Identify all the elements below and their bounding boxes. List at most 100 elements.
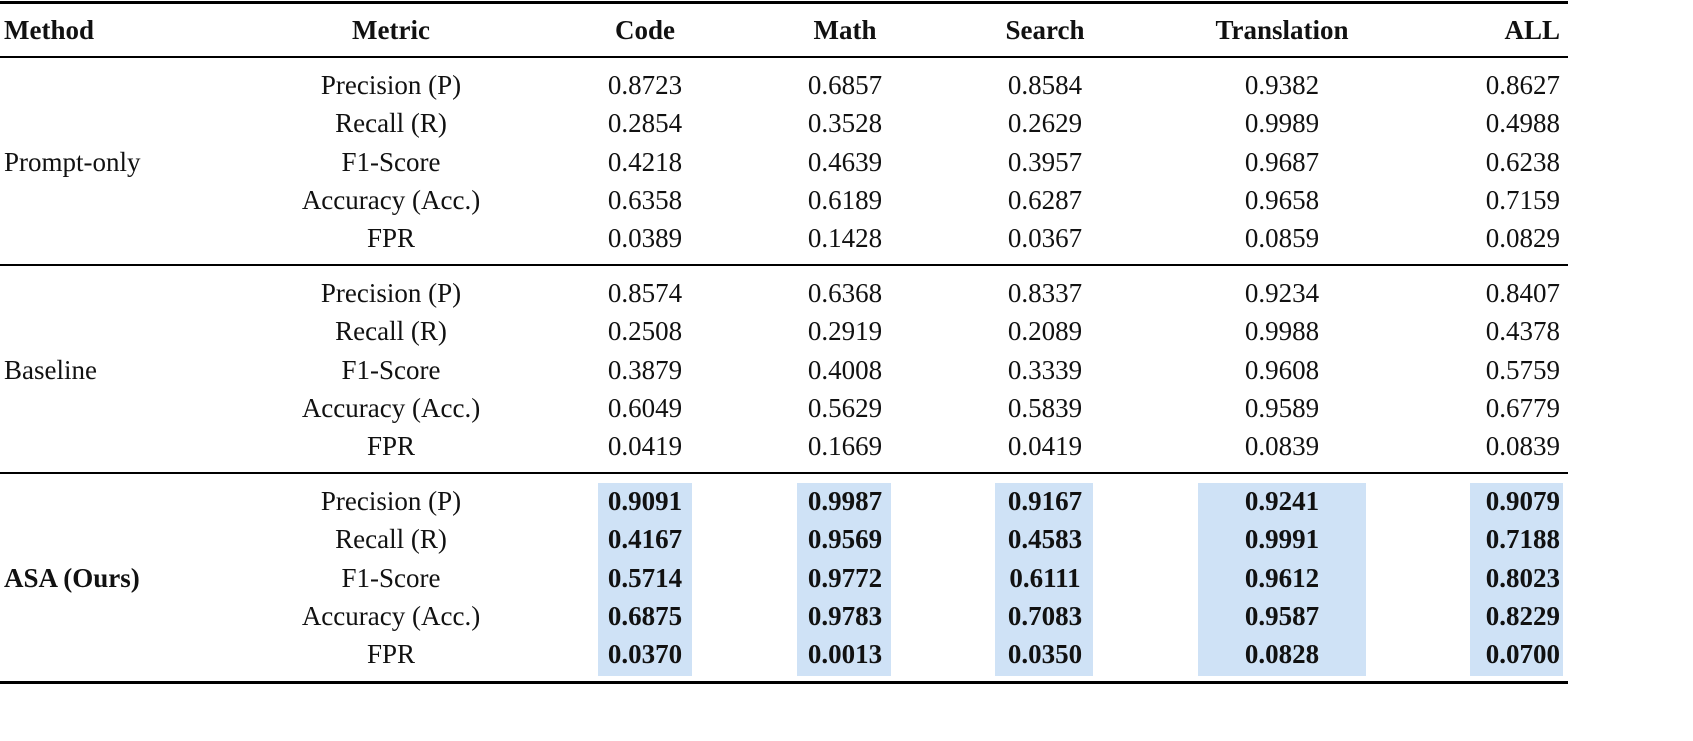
value-all: 0.8023 <box>1485 562 1560 593</box>
value-all: 0.7159 <box>1485 184 1560 215</box>
value-math: 0.9569 <box>807 524 883 555</box>
value-all: 0.6779 <box>1485 392 1560 423</box>
top-rule <box>0 1 1568 4</box>
value-translation: 0.9612 <box>1244 562 1320 593</box>
method-label: ASA (Ours) <box>4 562 140 593</box>
metric-label: Recall (R) <box>335 108 447 139</box>
header-metric: Metric <box>352 15 430 45</box>
metric-label: FPR <box>366 223 416 254</box>
metric-label: Accuracy (Acc.) <box>301 600 481 631</box>
header-code: Code <box>615 15 675 45</box>
value-search: 0.0419 <box>1007 431 1083 462</box>
value-search: 0.6111 <box>1009 562 1081 593</box>
value-translation: 0.0859 <box>1244 223 1320 254</box>
value-search: 0.5839 <box>1007 392 1083 423</box>
value-all: 0.8407 <box>1485 278 1560 308</box>
value-math: 0.1669 <box>807 431 883 462</box>
value-all: 0.0700 <box>1485 639 1560 670</box>
value-all: 0.8229 <box>1485 600 1560 631</box>
header-search: Search <box>1005 15 1085 45</box>
bottom-rule <box>0 681 1568 684</box>
value-code: 0.8574 <box>607 278 683 308</box>
value-code: 0.2508 <box>607 316 683 347</box>
value-code: 0.3879 <box>607 354 683 385</box>
value-math: 0.0013 <box>807 639 883 670</box>
header-math: Math <box>813 15 877 45</box>
value-code: 0.8723 <box>607 70 683 100</box>
value-code: 0.2854 <box>607 108 683 139</box>
value-translation: 0.0839 <box>1244 431 1320 462</box>
value-code: 0.0419 <box>607 431 683 462</box>
value-code: 0.6358 <box>607 184 683 215</box>
value-math: 0.4008 <box>807 354 883 385</box>
value-translation: 0.9589 <box>1244 392 1320 423</box>
value-search: 0.8337 <box>1007 278 1083 308</box>
mid-rule <box>0 472 1568 474</box>
value-code: 0.4218 <box>607 146 683 177</box>
value-translation: 0.9658 <box>1244 184 1320 215</box>
metric-label: F1-Score <box>341 562 441 593</box>
value-search: 0.7083 <box>1007 600 1083 631</box>
value-search: 0.8584 <box>1007 70 1083 100</box>
value-code: 0.5714 <box>607 562 683 593</box>
value-code: 0.6875 <box>607 600 683 631</box>
value-math: 0.1428 <box>807 223 883 254</box>
metric-label: Accuracy (Acc.) <box>301 184 481 215</box>
value-translation: 0.9608 <box>1244 354 1320 385</box>
metric-label: Precision (P) <box>320 486 462 516</box>
metric-label: F1-Score <box>341 146 441 177</box>
highlight-translation <box>1198 483 1366 676</box>
metric-label: Recall (R) <box>335 524 447 555</box>
metric-label: FPR <box>366 639 416 670</box>
header-translation: Translation <box>1215 15 1349 45</box>
header-all: ALL <box>1504 15 1560 45</box>
value-search: 0.0350 <box>1007 639 1083 670</box>
highlight-all <box>1470 483 1563 676</box>
value-translation: 0.9234 <box>1244 278 1320 308</box>
highlight-search <box>995 483 1093 676</box>
value-math: 0.2919 <box>807 316 883 347</box>
value-translation: 0.9382 <box>1244 70 1320 100</box>
highlight-math <box>797 483 891 676</box>
value-all: 0.4988 <box>1485 108 1560 139</box>
metric-label: Accuracy (Acc.) <box>301 392 481 423</box>
value-math: 0.6368 <box>807 278 883 308</box>
metric-label: Precision (P) <box>320 70 462 100</box>
value-search: 0.3339 <box>1007 354 1083 385</box>
value-math: 0.6857 <box>807 70 883 100</box>
value-all: 0.7188 <box>1485 524 1560 555</box>
mid-rule <box>0 56 1568 58</box>
value-code: 0.6049 <box>607 392 683 423</box>
value-math: 0.9987 <box>807 486 883 516</box>
value-all: 0.0829 <box>1485 223 1560 254</box>
value-search: 0.2629 <box>1007 108 1083 139</box>
value-translation: 0.9989 <box>1244 108 1320 139</box>
method-label: Prompt-only <box>4 146 141 177</box>
value-translation: 0.9587 <box>1244 600 1320 631</box>
metric-label: Precision (P) <box>320 278 462 308</box>
value-code: 0.9091 <box>607 486 683 516</box>
value-search: 0.4583 <box>1007 524 1083 555</box>
method-label: Baseline <box>4 354 97 385</box>
value-search: 0.2089 <box>1007 316 1083 347</box>
value-math: 0.4639 <box>807 146 883 177</box>
value-math: 0.6189 <box>807 184 883 215</box>
value-all: 0.0839 <box>1485 431 1560 462</box>
value-all: 0.6238 <box>1485 146 1560 177</box>
value-search: 0.6287 <box>1007 184 1083 215</box>
value-code: 0.4167 <box>607 524 683 555</box>
value-all: 0.8627 <box>1485 70 1560 100</box>
value-translation: 0.9988 <box>1244 316 1320 347</box>
mid-rule <box>0 264 1568 266</box>
value-math: 0.9772 <box>807 562 883 593</box>
value-translation: 0.9687 <box>1244 146 1320 177</box>
value-all: 0.9079 <box>1485 486 1560 516</box>
value-code: 0.0370 <box>607 639 683 670</box>
value-all: 0.4378 <box>1485 316 1560 347</box>
metric-label: F1-Score <box>341 354 441 385</box>
value-search: 0.9167 <box>1007 486 1083 516</box>
value-code: 0.0389 <box>607 223 683 254</box>
value-translation: 0.0828 <box>1244 639 1320 670</box>
value-search: 0.0367 <box>1007 223 1083 254</box>
metric-label: Recall (R) <box>335 316 447 347</box>
